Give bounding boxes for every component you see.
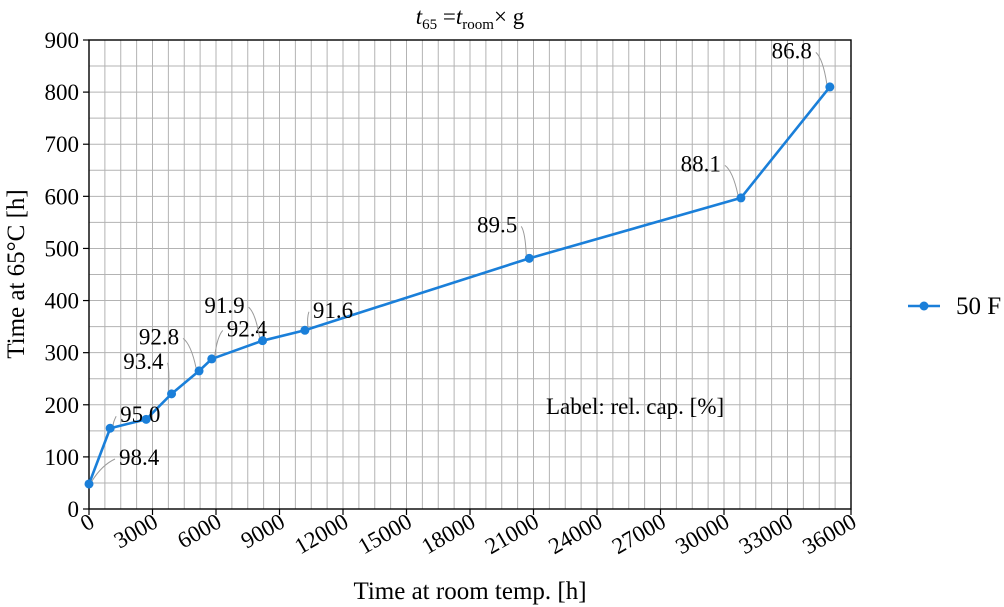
chart-annotation: Label: rel. cap. [%] xyxy=(546,394,724,419)
label-leader-line xyxy=(112,416,117,426)
x-tick-label: 24000 xyxy=(544,509,606,559)
label-leader-line xyxy=(182,338,197,369)
data-label: 93.4 xyxy=(123,349,164,374)
y-tick-label: 200 xyxy=(45,393,80,418)
label-leader-line xyxy=(91,458,116,482)
data-label: 88.1 xyxy=(681,151,721,176)
x-tick-label: 21000 xyxy=(481,509,543,559)
chart-title: t65 =troom× g xyxy=(416,4,525,33)
x-tick-label: 0 xyxy=(76,509,98,536)
data-point xyxy=(524,253,534,263)
data-point xyxy=(105,423,115,433)
label-leader-line xyxy=(248,306,261,338)
x-tick-label: 3000 xyxy=(110,509,162,554)
series: 98.495.093.492.8 92.491.9 91.689.588.186.8 xyxy=(84,38,835,489)
data-point xyxy=(194,366,204,376)
x-tick-label: 36000 xyxy=(798,509,860,559)
data-point xyxy=(167,389,177,399)
y-tick-label: 800 xyxy=(45,80,80,105)
y-tick-label: 600 xyxy=(45,184,80,209)
y-tick-label: 100 xyxy=(45,445,80,470)
label-leader-line xyxy=(815,52,828,84)
x-axis-label: Time at room temp. [h] xyxy=(353,578,586,605)
data-point xyxy=(84,479,94,489)
y-axis-label: Time at 65°C [h] xyxy=(3,189,30,359)
data-point xyxy=(825,82,835,92)
x-tick-label: 12000 xyxy=(290,509,352,559)
label-leader-line xyxy=(214,330,224,356)
data-point xyxy=(258,336,268,346)
x-tick-label: 9000 xyxy=(237,509,289,554)
label-leader-line xyxy=(307,311,310,328)
y-tick-label: 700 xyxy=(45,132,80,157)
data-label: 86.8 xyxy=(772,38,812,63)
data-point xyxy=(207,354,217,364)
label-leader-line xyxy=(167,362,170,391)
legend-marker xyxy=(919,301,929,311)
x-tick-label: 15000 xyxy=(354,509,416,559)
x-tick-label: 30000 xyxy=(671,509,733,559)
grid xyxy=(89,40,851,509)
y-tick-label: 0 xyxy=(68,497,80,522)
data-label: 95.0 xyxy=(120,402,160,427)
y-tick-label: 500 xyxy=(45,236,80,261)
legend: 50 F xyxy=(908,293,1001,320)
x-tick-label: 33000 xyxy=(735,509,797,559)
data-label: 89.5 xyxy=(477,212,517,237)
y-tick-label: 900 xyxy=(45,28,80,53)
y-tick-label: 400 xyxy=(45,289,80,314)
data-label: 92.8 xyxy=(139,324,179,349)
x-tick-label: 18000 xyxy=(417,509,479,559)
x-tick-label: 27000 xyxy=(608,509,670,559)
data-label: 91.6 xyxy=(313,298,353,323)
data-point xyxy=(300,325,310,335)
label-leader-line xyxy=(520,226,527,256)
y-tick-label: 300 xyxy=(45,341,80,366)
label-leader-line xyxy=(724,164,739,196)
legend-label: 50 F xyxy=(956,293,1001,320)
data-label: 98.4 xyxy=(119,445,160,470)
x-tick-label: 6000 xyxy=(173,509,225,554)
data-label: 91.9 xyxy=(204,293,244,318)
axis-ticks: 0 3000 6000 9000 12000 15000 18000 21000 24000 27… xyxy=(45,28,861,559)
data-point xyxy=(736,193,746,203)
data-point xyxy=(141,414,151,424)
